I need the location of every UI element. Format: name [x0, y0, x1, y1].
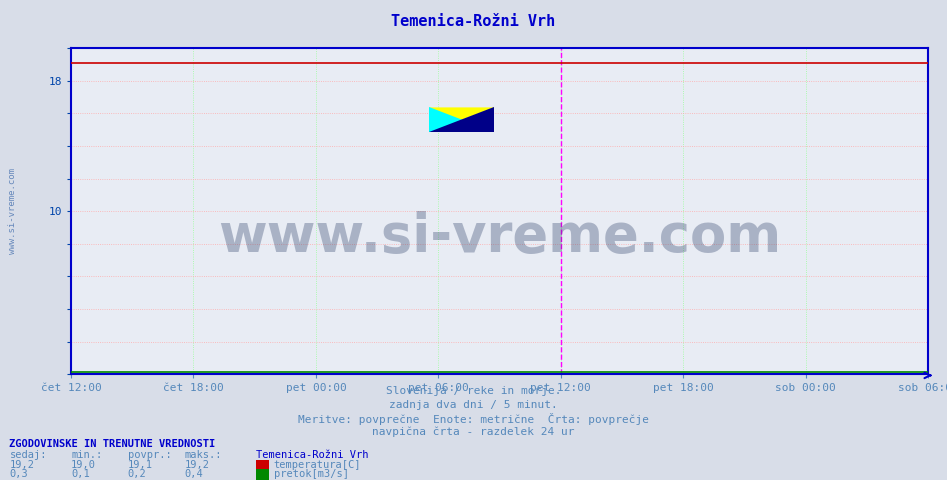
Text: Slovenija / reke in morje.: Slovenija / reke in morje. — [385, 386, 562, 396]
Text: 19,2: 19,2 — [185, 460, 209, 470]
Text: Meritve: povprečne  Enote: metrične  Črta: povprečje: Meritve: povprečne Enote: metrične Črta:… — [298, 413, 649, 425]
Text: 0,2: 0,2 — [128, 469, 147, 480]
Polygon shape — [429, 108, 494, 132]
Text: 19,1: 19,1 — [128, 460, 152, 470]
Text: sedaj:: sedaj: — [9, 450, 47, 460]
Text: 19,0: 19,0 — [71, 460, 96, 470]
Text: 19,2: 19,2 — [9, 460, 34, 470]
Text: povpr.:: povpr.: — [128, 450, 171, 460]
Text: 0,1: 0,1 — [71, 469, 90, 480]
Text: Temenica-Rožni Vrh: Temenica-Rožni Vrh — [256, 450, 368, 460]
Text: min.:: min.: — [71, 450, 102, 460]
Text: www.si-vreme.com: www.si-vreme.com — [8, 168, 17, 254]
Text: zadnja dva dni / 5 minut.: zadnja dva dni / 5 minut. — [389, 400, 558, 410]
Text: maks.:: maks.: — [185, 450, 223, 460]
Text: www.si-vreme.com: www.si-vreme.com — [218, 211, 781, 264]
Text: ZGODOVINSKE IN TRENUTNE VREDNOSTI: ZGODOVINSKE IN TRENUTNE VREDNOSTI — [9, 439, 216, 449]
Polygon shape — [429, 108, 494, 132]
Text: 0,3: 0,3 — [9, 469, 28, 480]
Text: 0,4: 0,4 — [185, 469, 204, 480]
Polygon shape — [429, 108, 494, 132]
Text: navpična črta - razdelek 24 ur: navpična črta - razdelek 24 ur — [372, 427, 575, 437]
Text: pretok[m3/s]: pretok[m3/s] — [274, 469, 348, 480]
Text: Temenica-Rožni Vrh: Temenica-Rožni Vrh — [391, 14, 556, 29]
Text: temperatura[C]: temperatura[C] — [274, 460, 361, 470]
